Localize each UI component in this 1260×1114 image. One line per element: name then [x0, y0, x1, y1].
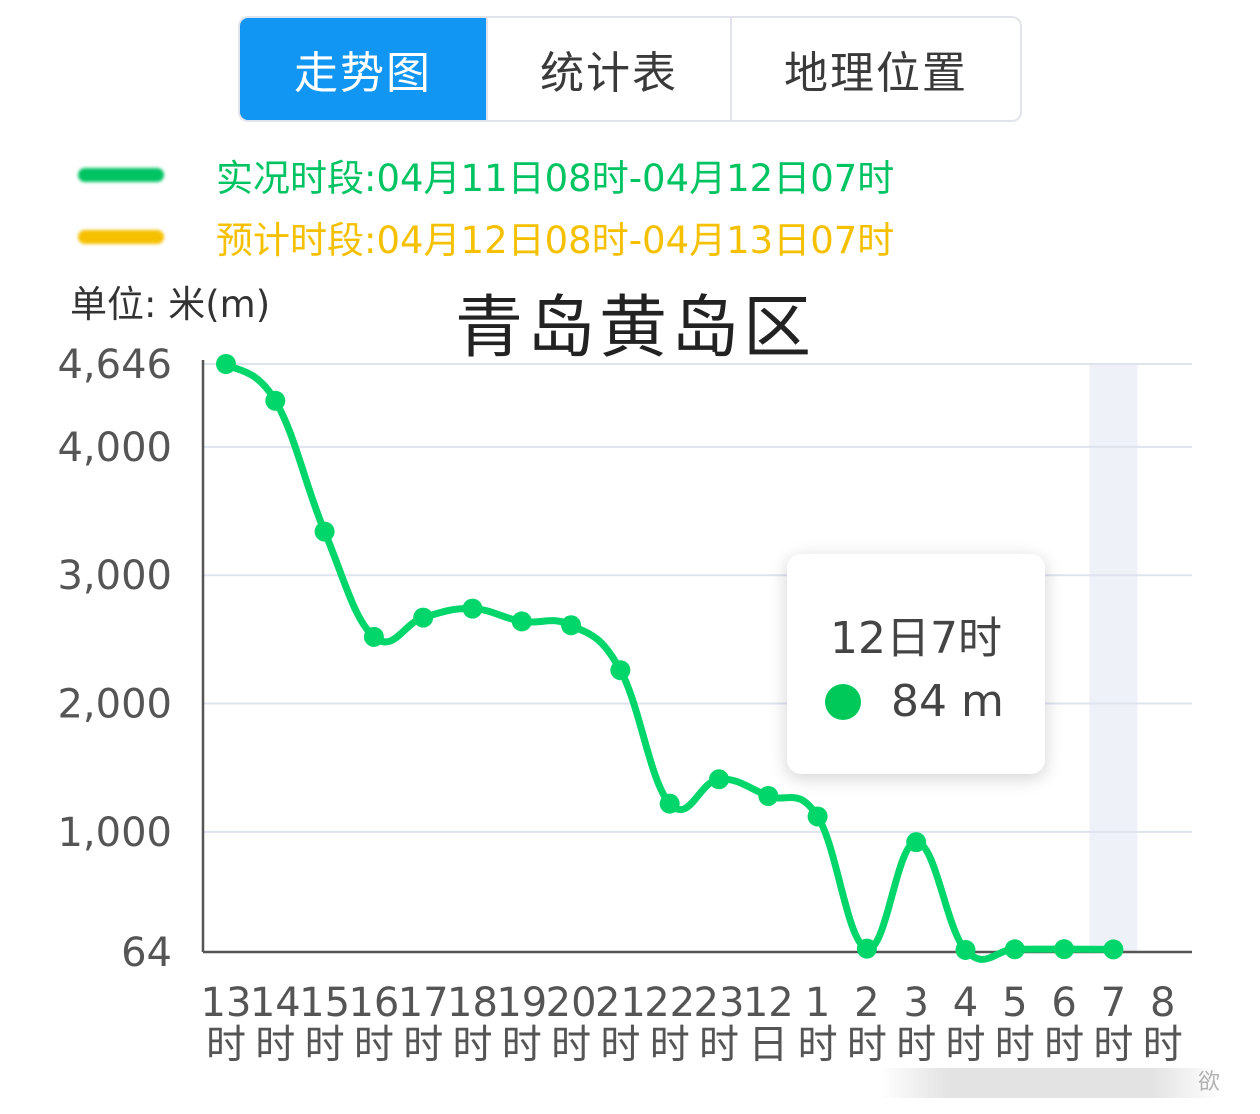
data-point: [511, 611, 532, 632]
data-point: [413, 607, 434, 628]
legend-forecast-swatch: [78, 230, 164, 244]
legend-actual: 实况时段:04月11日08时-04月12日07时: [78, 150, 894, 200]
data-point: [363, 626, 384, 647]
data-point: [807, 806, 828, 827]
x-tick-label-unit: 时: [453, 1022, 493, 1068]
y-tick-label: 1,000: [57, 810, 172, 856]
x-tick-label-unit: 时: [305, 1022, 345, 1068]
legend-forecast: 预计时段:04月12日08时-04月13日07时: [78, 212, 894, 262]
x-tick-label-unit: 时: [600, 1022, 640, 1068]
x-tick-label-unit: 时: [502, 1022, 542, 1068]
x-tick-label: 13: [201, 980, 252, 1026]
x-tick-label-unit: 时: [206, 1022, 246, 1068]
x-tick-label: 2: [854, 980, 879, 1026]
data-point: [955, 939, 976, 960]
x-tick-label: 19: [496, 980, 547, 1026]
x-tick-label: 23: [694, 980, 745, 1026]
data-point: [709, 769, 729, 790]
data-tooltip: 12日7时 84 m: [787, 554, 1045, 774]
x-tick-label: 4: [953, 980, 978, 1026]
legend-forecast-text: 预计时段:04月12日08时-04月13日07时: [216, 219, 895, 262]
data-point: [659, 793, 680, 814]
tab-statistics-table[interactable]: 统计表: [486, 18, 730, 120]
x-tick-label-unit: 时: [1143, 1022, 1183, 1068]
view-tabs: 走势图 统计表 地理位置: [238, 16, 1022, 122]
data-point: [314, 521, 335, 542]
data-point: [561, 615, 582, 636]
y-tick-label: 2,000: [57, 682, 172, 728]
x-tick-label-unit: 时: [699, 1022, 739, 1068]
data-point: [1004, 939, 1025, 960]
x-tick-label-unit: 时: [896, 1022, 936, 1068]
data-point: [856, 938, 877, 959]
data-point: [1054, 939, 1075, 960]
x-tick-label: 12: [743, 980, 794, 1026]
x-tick-label-unit: 时: [403, 1022, 443, 1068]
x-tick-label-unit: 时: [255, 1022, 295, 1068]
tooltip-title: 12日7时: [830, 613, 1002, 664]
x-tick-label: 8: [1150, 980, 1175, 1026]
x-tick-label-unit: 时: [946, 1022, 986, 1068]
x-tick-label: 15: [299, 980, 350, 1026]
x-tick-label: 20: [546, 980, 597, 1026]
highlight-band: [1089, 364, 1138, 952]
x-tick-label-unit: 时: [1044, 1022, 1084, 1068]
y-tick-label: 4,646: [57, 342, 172, 388]
x-tick-label-unit: 时: [847, 1022, 887, 1068]
x-tick-label: 1: [805, 980, 830, 1026]
x-tick-label: 6: [1051, 980, 1076, 1026]
x-tick-label: 17: [398, 980, 449, 1026]
data-point: [265, 390, 286, 411]
tab-trend-chart[interactable]: 走势图: [240, 18, 486, 120]
x-tick-label: 7: [1101, 980, 1126, 1026]
data-point: [906, 832, 927, 853]
chart-title: 青岛黄岛区: [454, 289, 815, 368]
data-point: [610, 660, 631, 681]
tooltip-dot-icon: [825, 684, 861, 720]
x-tick-label-unit: 时: [995, 1022, 1035, 1068]
x-tick-label: 22: [644, 980, 695, 1026]
data-point: [216, 354, 236, 374]
legend-actual-text: 实况时段:04月11日08时-04月12日07时: [216, 157, 895, 200]
x-tick-label: 21: [595, 980, 646, 1026]
x-tick-label: 14: [250, 980, 301, 1026]
tooltip-value: 84 m: [891, 676, 1004, 727]
x-tick-label: 18: [447, 980, 498, 1026]
data-point: [758, 785, 779, 806]
y-tick-label: 4,000: [57, 425, 172, 471]
x-tick-label: 3: [903, 980, 928, 1026]
x-tick-label-unit: 时: [798, 1022, 838, 1068]
x-tick-label-unit: 时: [354, 1022, 394, 1068]
x-tick-label-unit: 时: [551, 1022, 591, 1068]
x-tick-label: 16: [348, 980, 399, 1026]
watermark: 欲: [880, 1068, 1220, 1098]
y-tick-label: 3,000: [57, 553, 172, 599]
data-point: [1103, 939, 1124, 960]
x-tick-label-unit: 日: [748, 1022, 788, 1068]
legend-actual-swatch: [78, 168, 164, 182]
x-tick-label-unit: 时: [650, 1022, 690, 1068]
y-tick-label: 64: [121, 930, 172, 976]
tab-geo-location[interactable]: 地理位置: [730, 18, 1020, 120]
unit-label: 单位: 米(m): [70, 283, 271, 326]
x-tick-label: 5: [1002, 980, 1027, 1026]
x-tick-label-unit: 时: [1093, 1022, 1133, 1068]
data-point: [462, 598, 483, 619]
